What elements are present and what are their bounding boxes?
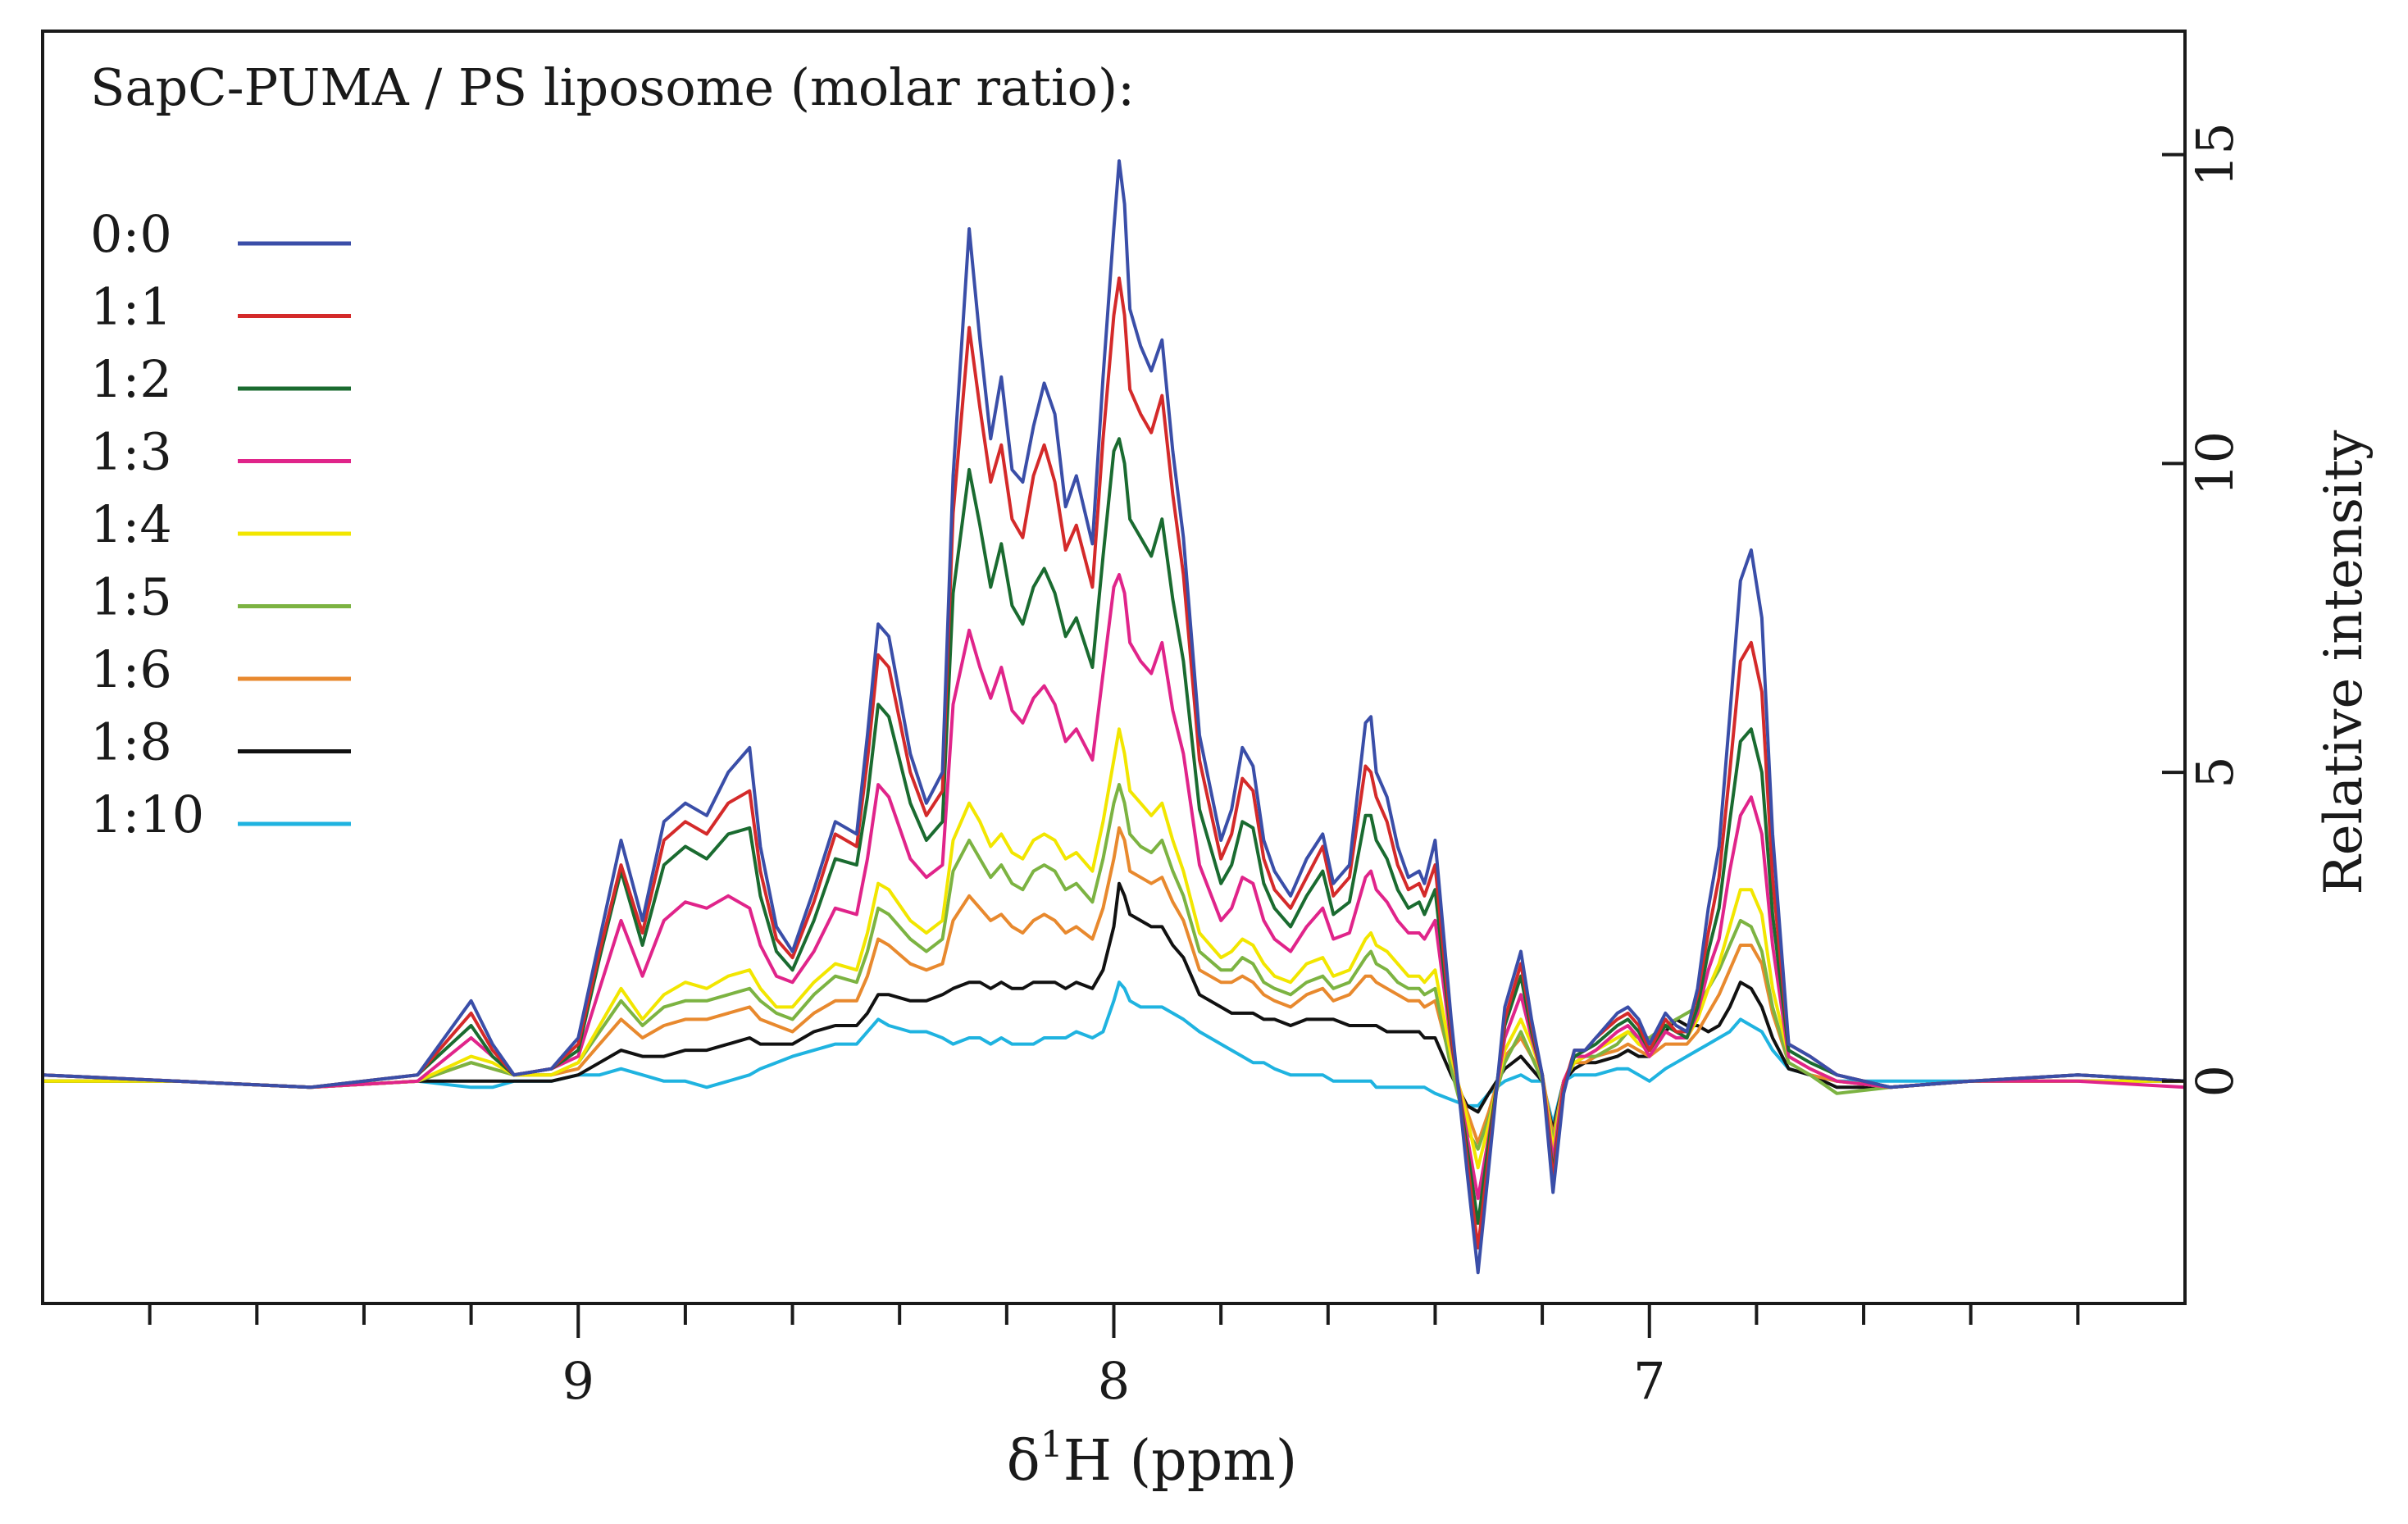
series-line-1-10 <box>41 980 2187 1126</box>
x-axis-label: δ1H (ppm) <box>1007 1424 1297 1494</box>
y-tick-label: 5 <box>2185 756 2245 788</box>
y-tick-label: 0 <box>2185 1065 2245 1097</box>
y-axis-ticks: 0 5 10 15 <box>2162 122 2245 1098</box>
x-axis-ticks: 9 8 7 <box>148 1303 2080 1411</box>
legend-label-1-8: 1:8 <box>90 712 172 772</box>
x-tick-label: 9 <box>562 1351 594 1411</box>
legend-label-1-3: 1:3 <box>90 422 172 482</box>
series-line-1-1 <box>41 276 2187 1250</box>
y-axis-label: Relative intensity <box>2314 430 2374 895</box>
x-axis-label-superscript: 1 <box>1040 1424 1063 1466</box>
x-axis-label-suffix: H (ppm) <box>1063 1429 1298 1494</box>
legend-label-1-2: 1:2 <box>90 349 172 409</box>
x-tick-label: 7 <box>1633 1351 1665 1411</box>
x-axis-label-prefix: δ <box>1007 1429 1040 1494</box>
legend-label-1-10: 1:10 <box>90 785 204 844</box>
legend-label-1-5: 1:5 <box>90 567 172 627</box>
y-tick-label: 10 <box>2185 431 2245 496</box>
series-line-1-3 <box>41 573 2187 1200</box>
x-tick-label: 8 <box>1098 1351 1130 1411</box>
chart-title: SapC-PUMA / PS liposome (molar ratio): <box>90 57 1135 117</box>
spectrum-traces <box>41 159 2187 1275</box>
legend-label-1-6: 1:6 <box>90 639 172 699</box>
legend-label-1-1: 1:1 <box>90 277 172 337</box>
series-line-0-0 <box>41 159 2187 1275</box>
legend-label-1-4: 1:4 <box>90 494 172 554</box>
y-tick-label: 15 <box>2185 122 2245 187</box>
legend: 0:0 1:1 1:2 1:3 1:4 1:5 1:6 1:8 1:10 <box>90 204 351 844</box>
legend-label-0-0: 0:0 <box>90 204 172 264</box>
